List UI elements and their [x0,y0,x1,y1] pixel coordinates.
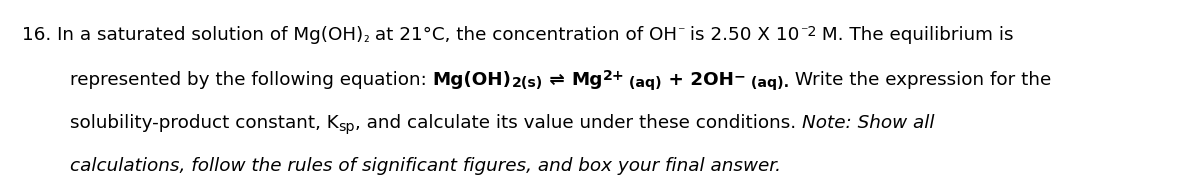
Text: sp: sp [338,120,355,134]
Text: Write the expression for the: Write the expression for the [788,71,1051,89]
Text: 2+: 2+ [602,69,624,83]
Text: ⁻2: ⁻2 [799,25,816,39]
Text: Note: Show all: Note: Show all [802,114,935,132]
Text: (aq).: (aq). [745,76,788,90]
Text: 16. In a saturated solution of Mg(OH): 16. In a saturated solution of Mg(OH) [22,26,364,44]
Text: calculations, follow the rules of significant figures, and box your final answer: calculations, follow the rules of signif… [70,157,781,175]
Text: Mg: Mg [571,71,602,89]
Text: (aq): (aq) [624,76,661,90]
Text: at 21°C, the concentration of OH: at 21°C, the concentration of OH [368,26,677,44]
Text: −: − [733,69,745,83]
Text: 2(s): 2(s) [511,76,542,90]
Text: ⁻: ⁻ [677,25,684,39]
Text: , and calculate its value under these conditions.: , and calculate its value under these co… [355,114,802,132]
Text: solubility-product constant, K: solubility-product constant, K [70,114,338,132]
Text: represented by the following equation:: represented by the following equation: [70,71,433,89]
Text: ₂: ₂ [364,31,368,45]
Text: is 2.50 X 10: is 2.50 X 10 [684,26,799,44]
Text: ⇌: ⇌ [542,71,571,89]
Text: M. The equilibrium is: M. The equilibrium is [816,26,1014,44]
Text: Mg(OH): Mg(OH) [433,71,511,89]
Text: + 2OH: + 2OH [661,71,733,89]
